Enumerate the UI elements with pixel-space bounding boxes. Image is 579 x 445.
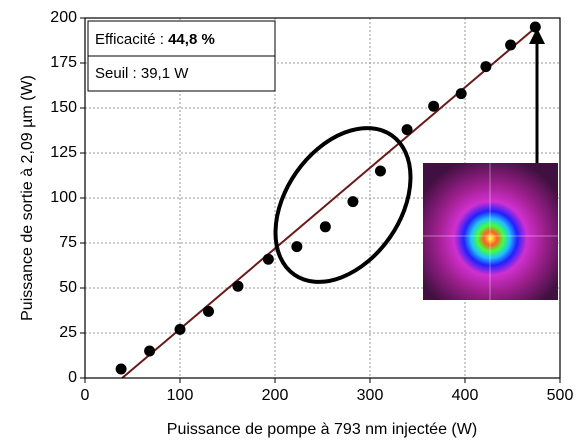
data-point	[291, 241, 303, 253]
x-tick-label: 200	[262, 387, 289, 404]
data-point	[401, 124, 413, 136]
annotation: Efficacité : 44,8 %	[95, 31, 215, 48]
data-point	[480, 61, 492, 73]
beam-profile-inset	[423, 163, 558, 300]
x-tick-label: 0	[81, 387, 90, 404]
y-tick-label: 0	[68, 369, 77, 386]
y-tick-label: 100	[50, 189, 77, 206]
data-point	[262, 253, 274, 265]
y-axis-label: Puissance de sortie à 2,09 µm (W)	[19, 75, 36, 321]
data-point	[144, 345, 156, 357]
data-point	[174, 323, 186, 335]
y-tick-label: 200	[50, 9, 77, 26]
data-point	[203, 305, 214, 317]
x-tick-label: 300	[357, 387, 384, 404]
data-point	[428, 100, 440, 112]
x-tick-label: 400	[452, 387, 479, 404]
fit-line	[121, 26, 537, 379]
data-point	[455, 88, 467, 100]
highlight-ellipse	[273, 126, 413, 284]
arrow-head	[529, 28, 545, 44]
y-tick-label: 25	[59, 324, 77, 341]
data-point	[374, 165, 386, 177]
plot-frame	[84, 17, 561, 379]
y-tick-label: 175	[50, 54, 77, 71]
x-tick-label: 500	[547, 387, 574, 404]
y-tick-label: 125	[50, 144, 77, 161]
y-tick-label: 75	[59, 234, 77, 251]
annotation-value: 44,8 %	[168, 31, 215, 48]
data-point	[319, 221, 331, 233]
data-point	[505, 39, 517, 51]
annotation-text: Efficacité :	[95, 31, 168, 48]
y-tick-label: 50	[59, 279, 77, 296]
data-point	[115, 363, 127, 375]
data-point	[347, 196, 359, 208]
x-axis-label: Puissance de pompe à 793 nm injectée (W)	[167, 421, 477, 438]
x-tick-label: 100	[167, 387, 194, 404]
y-tick-label: 150	[50, 99, 77, 116]
data-point	[529, 21, 541, 33]
data-point	[232, 280, 244, 292]
annotation: Seuil : 39,1 W	[95, 65, 189, 82]
